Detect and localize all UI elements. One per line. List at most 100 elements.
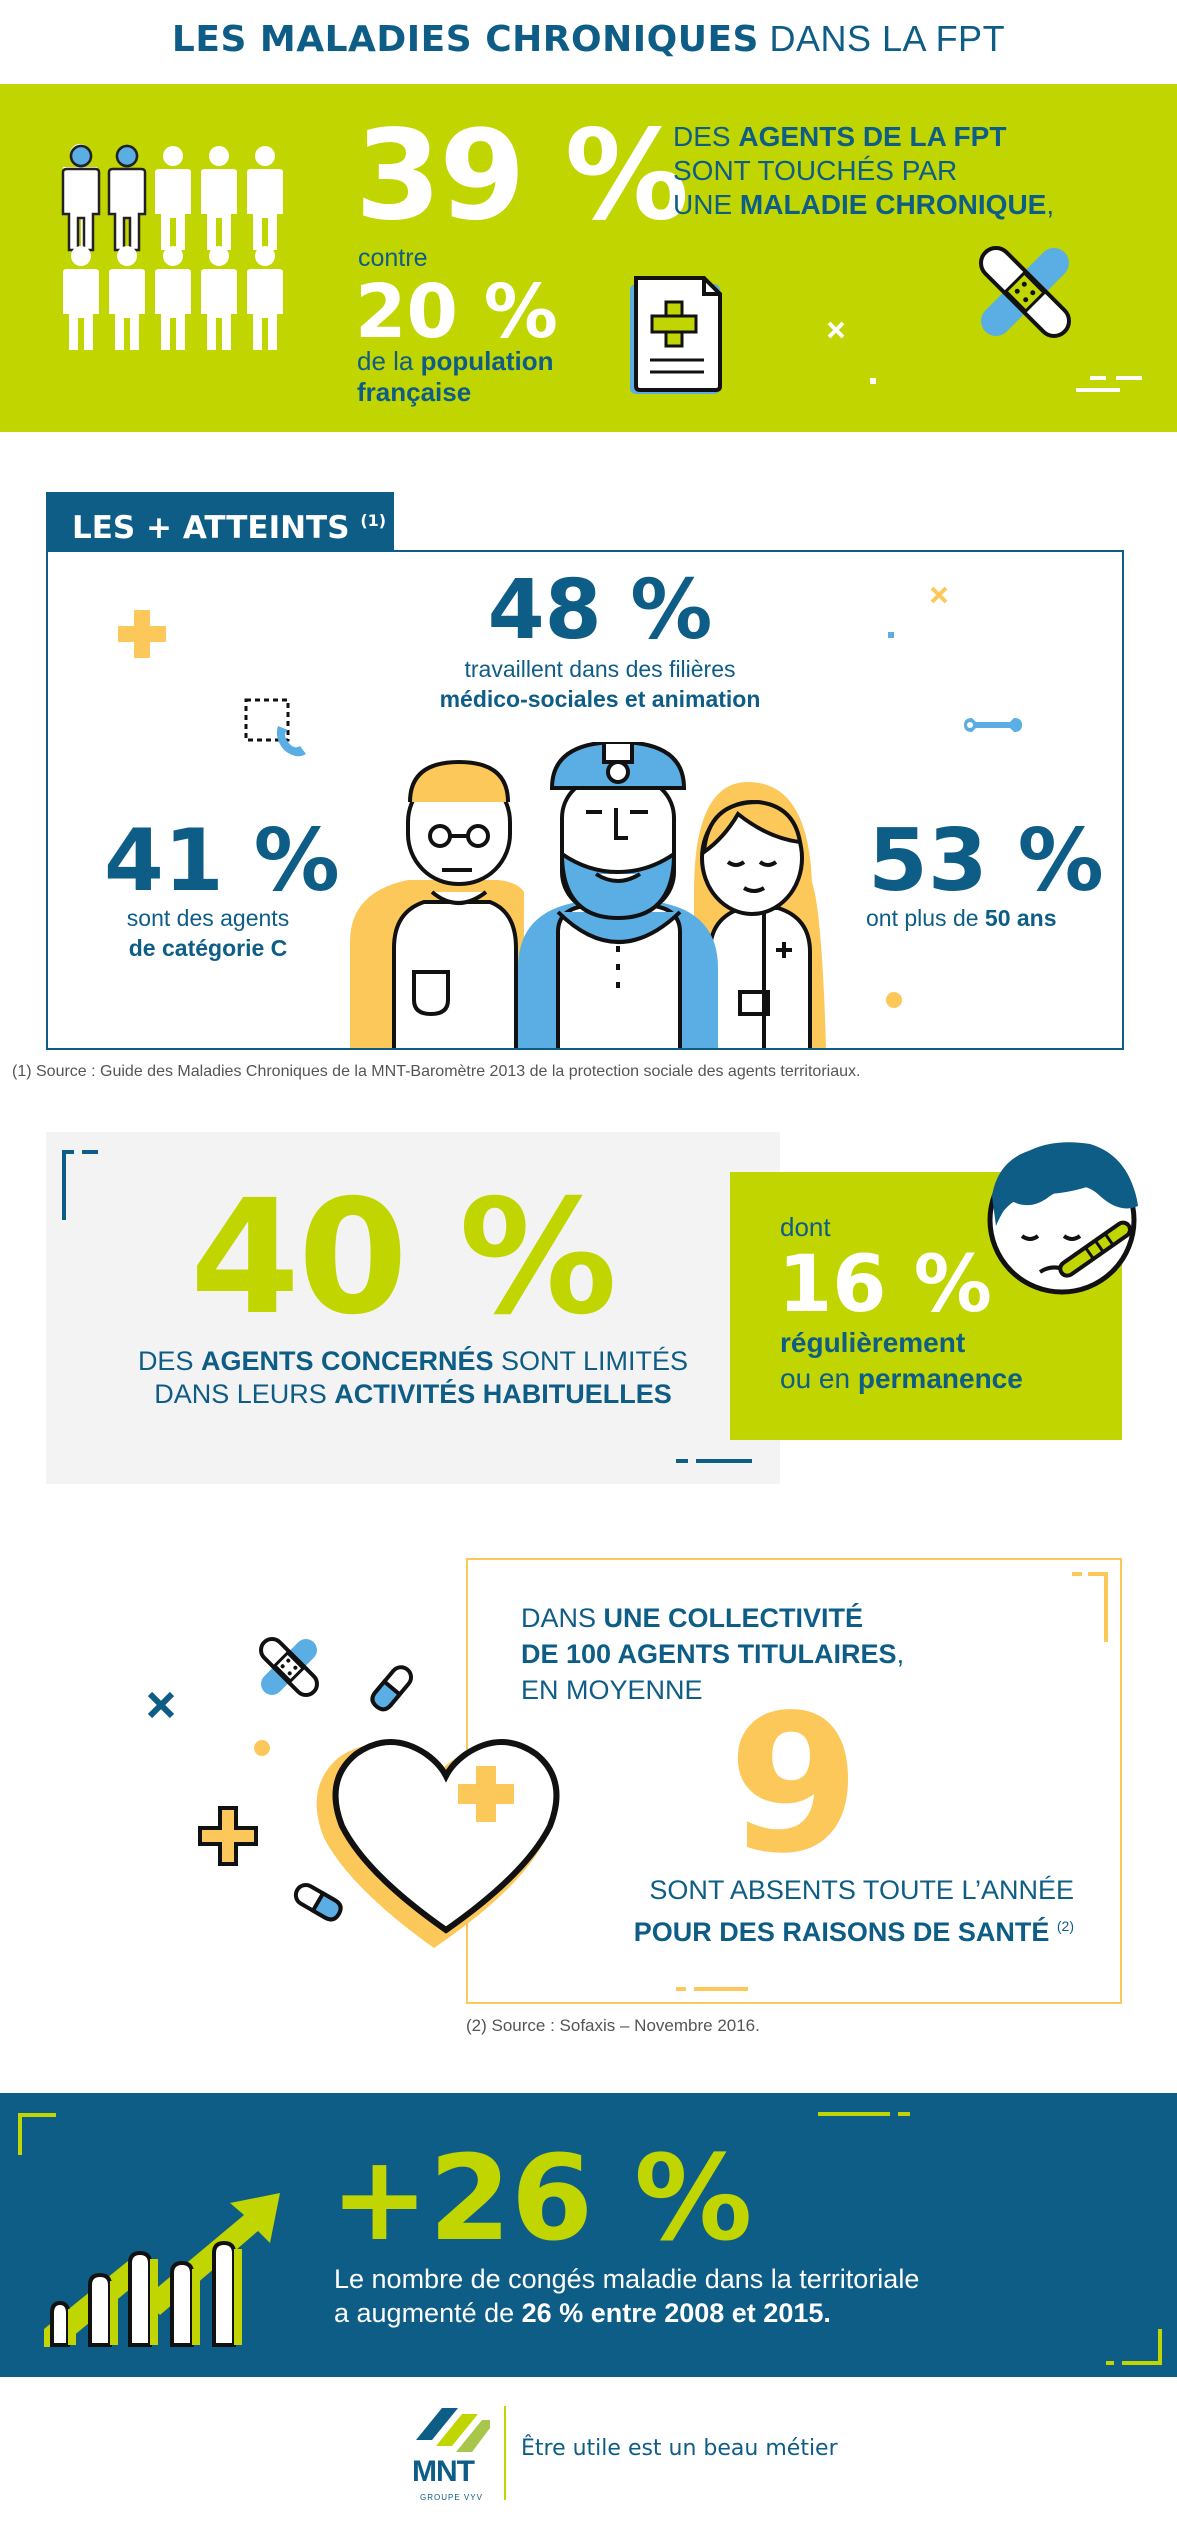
plus-icon	[118, 610, 166, 658]
miner-icon	[518, 742, 718, 1048]
plus-icon	[198, 1806, 258, 1866]
bracket-decoration	[1106, 2329, 1162, 2365]
stat-16-text: régulièrement ou en permanence	[780, 1325, 1023, 1397]
bracket-decoration	[18, 2113, 56, 2155]
tab-note: (1)	[360, 511, 387, 530]
mnt-logo-text: MNT	[412, 2455, 475, 2488]
page-title: LES MALADIES CHRONIQUES DANS LA FPT	[0, 18, 1177, 60]
doctor-icon	[350, 759, 524, 1048]
absence-text-top: DANS UNE COLLECTIVITÉ DE 100 AGENTS TITU…	[521, 1600, 904, 1708]
text-line: sont des agents	[126, 905, 290, 931]
stat-40: 40 %	[190, 1166, 617, 1350]
stat-48: 48 %	[487, 563, 713, 658]
text-part: a augmenté de	[334, 2298, 522, 2328]
text-bold: population	[420, 346, 554, 376]
pill-icon	[293, 1883, 343, 1922]
text-bold: de catégorie C	[128, 935, 288, 961]
stat-48-text: travaillent dans des filières médico-soc…	[340, 654, 860, 714]
bar-chart-icon	[44, 2193, 280, 2347]
pill-icon	[370, 1665, 413, 1712]
text-line: Le nombre de congés maladie dans la terr…	[334, 2264, 920, 2294]
contre-label: contre	[358, 244, 428, 272]
text-bold: AGENTS CONCERNÉS	[200, 1346, 494, 1376]
text-part: DES	[137, 1346, 201, 1376]
text-bold: AGENTS DE LA FPT	[738, 121, 1007, 152]
wrench-icon	[964, 718, 1022, 732]
text-bold: médico-sociales et animation	[439, 686, 761, 712]
title-bold: LES MALADIES CHRONIQUES	[171, 19, 759, 60]
text-bold: régulièrement	[780, 1327, 966, 1358]
bracket-decoration	[62, 1150, 98, 1220]
cross-icon	[827, 321, 845, 339]
text-bold: POUR DES RAISONS DE SANTÉ	[633, 1917, 1050, 1947]
dont-label: dont	[780, 1212, 831, 1242]
text-part: ,	[896, 1639, 905, 1669]
text-bold: DE 100 AGENTS TITULAIRES	[521, 1639, 897, 1669]
stat-53: 53 %	[868, 811, 1104, 911]
cross-icon	[147, 1691, 175, 1719]
heart-icon	[316, 1739, 560, 1948]
absence-text-bottom: SONT ABSENTS TOUTE L’ANNÉE POUR DES RAIS…	[580, 1872, 1074, 1950]
dot-decoration	[888, 632, 894, 638]
population-label: de la population française	[357, 346, 553, 408]
text-part: ou en	[780, 1363, 858, 1394]
text-line: SONT TOUCHÉS PAR	[673, 155, 958, 186]
tab-label: LES + ATTEINTS	[72, 510, 350, 546]
document-plus-icon	[630, 276, 722, 394]
stat-41-text: sont des agents de catégorie C	[98, 903, 318, 963]
text-part: SONT LIMITÉS	[493, 1346, 689, 1376]
logo-separator	[504, 2406, 506, 2500]
cross-icon	[930, 586, 948, 604]
text-note: (2)	[1056, 1918, 1074, 1934]
sick-face-icon	[987, 1142, 1138, 1295]
text-line: EN MOYENNE	[521, 1675, 703, 1705]
text-part: ont plus de	[866, 905, 985, 931]
text-bold: MALADIE CHRONIQUE	[739, 189, 1047, 220]
phone-icon	[244, 698, 306, 757]
stat-39: 39 %	[355, 104, 689, 248]
bandage-icon	[259, 1637, 319, 1697]
text-bold: ACTIVITÉS HABITUELLES	[334, 1379, 672, 1409]
dot-decoration	[886, 992, 902, 1008]
text-bold: 26 % entre 2008 et 2015.	[521, 2298, 831, 2328]
most-affected-tab: LES + ATTEINTS (1)	[46, 492, 394, 550]
dash-decoration	[676, 1987, 748, 1991]
stat-26: +26 %	[330, 2129, 753, 2267]
stat-53-text: ont plus de 50 ans	[866, 903, 1057, 933]
stat-20: 20 %	[355, 269, 558, 355]
text-bold: 50 ans	[984, 905, 1057, 931]
nurse-icon	[694, 782, 826, 1048]
source-note-1: (1) Source : Guide des Maladies Chroniqu…	[12, 1063, 861, 1080]
text-part: de la	[357, 346, 421, 376]
stat-9: 9	[728, 1674, 861, 1895]
stat-39-text: DES AGENTS DE LA FPT SONT TOUCHÉS PAR UN…	[673, 120, 1054, 222]
bandage-icon	[979, 246, 1071, 338]
source-note-2: (2) Source : Sofaxis – Novembre 2016.	[466, 2016, 760, 2035]
dot-decoration	[254, 1740, 270, 1756]
mnt-logo-subtitle: GROUPE VYV	[420, 2493, 483, 2502]
mnt-logo-mark	[416, 2408, 490, 2452]
stat-26-text: Le nombre de congés maladie dans la terr…	[334, 2262, 919, 2330]
text-part: DANS LEURS	[154, 1379, 335, 1409]
people-grid	[61, 144, 283, 350]
text-line: SONT ABSENTS TOUTE L’ANNÉE	[649, 1875, 1074, 1905]
text-part: DANS	[521, 1603, 604, 1633]
text-part: UNE	[673, 189, 740, 220]
workers-illustration	[350, 742, 826, 1048]
dash-decoration	[676, 1459, 752, 1463]
dash-decoration	[818, 2112, 910, 2116]
dash-decoration	[1076, 376, 1142, 392]
text-part: DES	[673, 121, 739, 152]
most-affected-box	[46, 550, 1124, 1050]
text-line: travaillent dans des filières	[464, 656, 736, 682]
slogan: Être utile est un beau métier	[521, 2436, 838, 2461]
chronic-share-panel: 39 % DES AGENTS DE LA FPT SONT TOUCHÉS P…	[0, 84, 1177, 432]
stat-16: 16 %	[778, 1240, 992, 1330]
stat-40-text: DES AGENTS CONCERNÉS SONT LIMITÉS DANS L…	[46, 1345, 780, 1411]
sick-leave-panel	[0, 2093, 1177, 2377]
text-part: ,	[1046, 189, 1055, 220]
text-bold: permanence	[857, 1363, 1023, 1394]
bracket-decoration	[1072, 1572, 1108, 1642]
text-bold: française	[357, 377, 472, 407]
dot-decoration	[870, 378, 876, 384]
